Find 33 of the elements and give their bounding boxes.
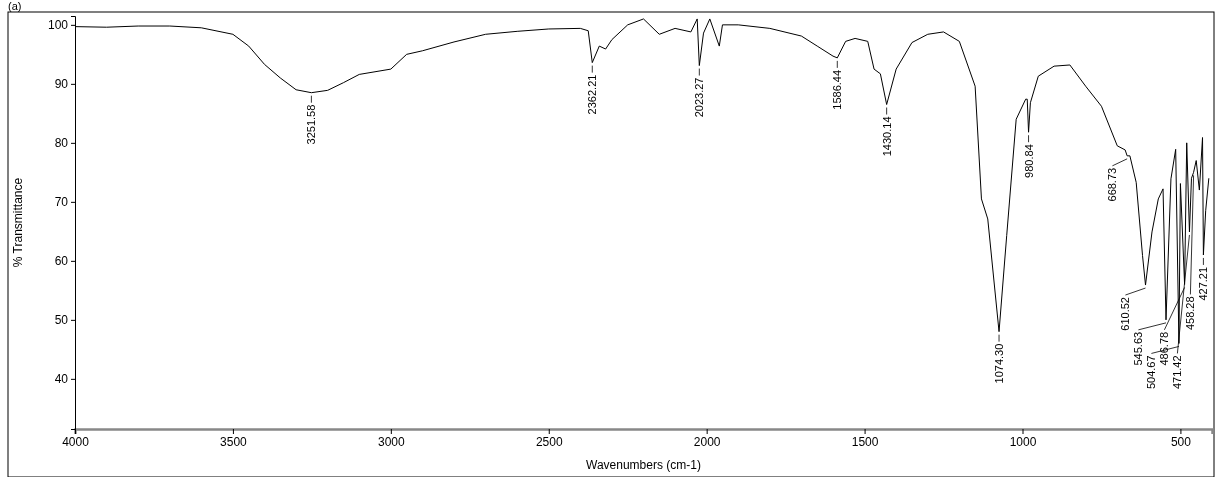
y-tick-label: 40: [54, 372, 69, 387]
annotation: 980.84: [1022, 144, 1035, 178]
chart-title: (a): [8, 0, 22, 12]
y-tick-label: 70: [54, 195, 69, 210]
annotation: 1586.44: [831, 69, 844, 110]
annotation: 471.42: [1171, 355, 1184, 390]
x-tick-label: 2500: [535, 434, 563, 449]
annotation: 2023.27: [693, 77, 706, 118]
x-axis-title: Wavenumbers (cm-1): [586, 458, 701, 472]
x-tick-label: 3000: [377, 434, 405, 449]
annotation: 545.63: [1132, 331, 1145, 366]
annotation: 1430.14: [880, 116, 893, 157]
y-tick-label: 60: [54, 254, 69, 269]
annotation: 610.52: [1119, 297, 1132, 331]
x-tick-label: 2000: [693, 434, 721, 449]
annotation: 2362.21: [586, 74, 599, 115]
y-tick-label: 90: [54, 77, 69, 92]
x-tick-label: 1000: [1009, 434, 1037, 449]
annotation: 668.73: [1106, 167, 1119, 202]
y-tick-label: 100: [47, 18, 69, 33]
x-tick-label: 1500: [851, 434, 879, 449]
annotation: 504.67: [1145, 355, 1158, 390]
annotation: 486.78: [1158, 331, 1171, 366]
y-tick-label: 80: [54, 136, 69, 151]
annotation: 427.21: [1197, 266, 1210, 301]
y-axis-title: % Transmittance: [11, 177, 25, 268]
y-tick-label: 50: [54, 313, 69, 328]
x-tick-label: 500: [1170, 434, 1192, 449]
annotation: 3251.58: [305, 104, 318, 145]
annotation: 458.28: [1184, 296, 1197, 331]
x-tick-label: 4000: [62, 434, 90, 449]
x-tick-label: 3500: [220, 434, 248, 449]
annotation: 1074.30: [993, 343, 1006, 384]
